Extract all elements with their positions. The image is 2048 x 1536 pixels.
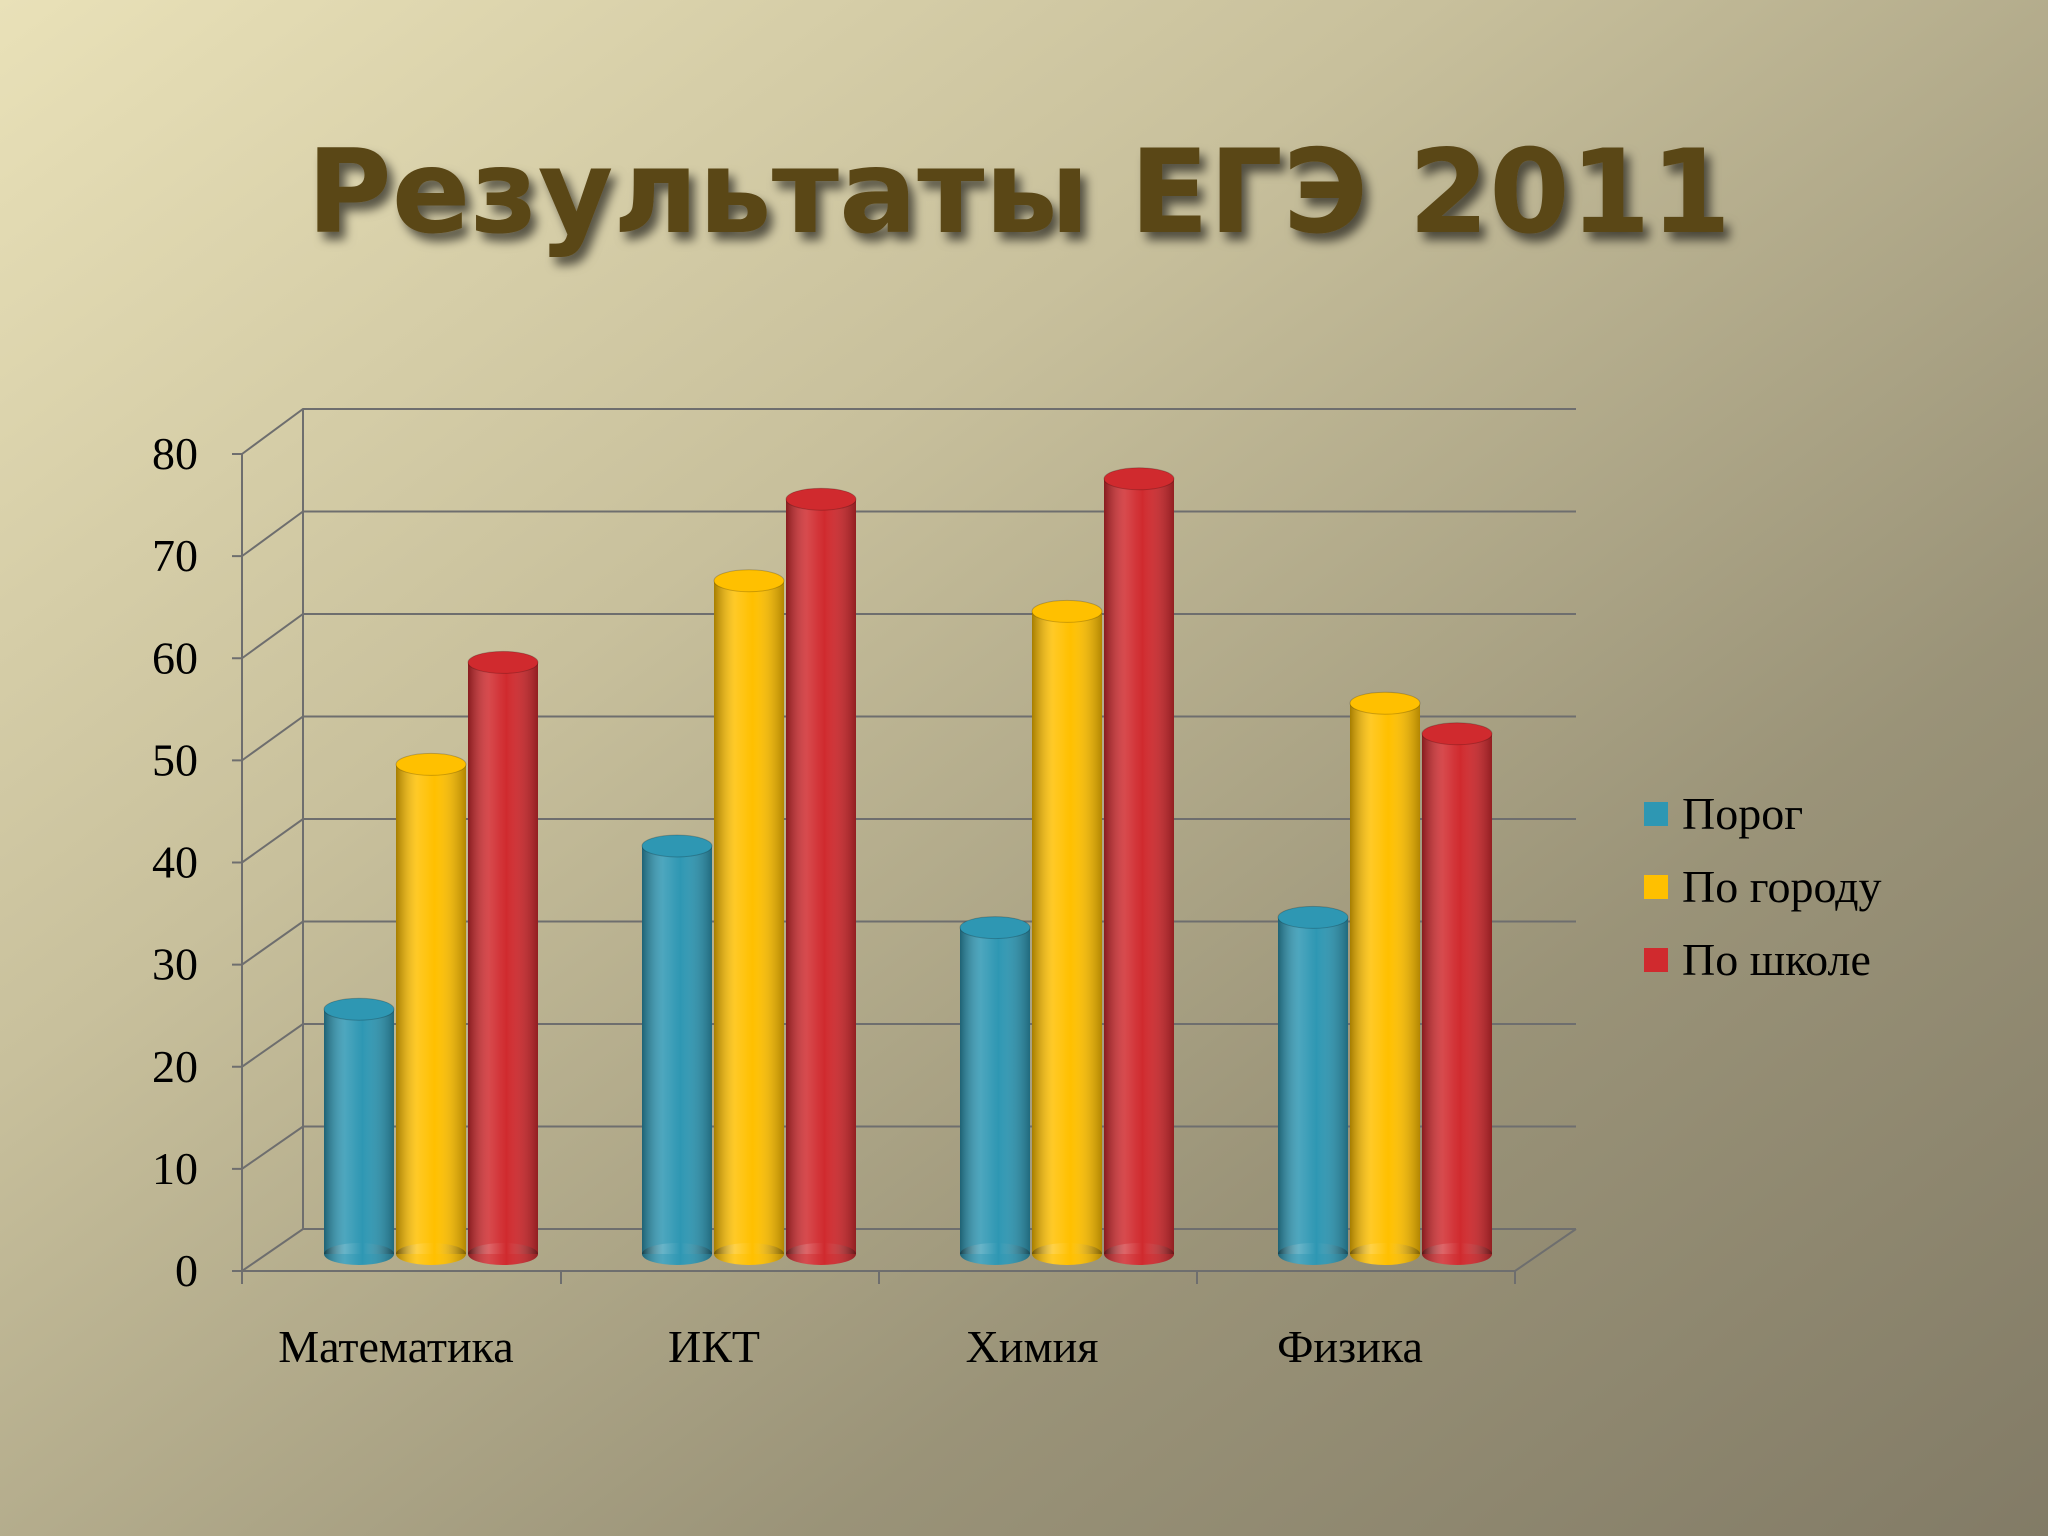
- cylinder: [395, 752, 467, 1265]
- cylinder-top: [1421, 722, 1493, 746]
- cylinder-top: [959, 916, 1031, 940]
- y-tick-label: 0: [175, 1245, 198, 1296]
- cylinder-top: [395, 752, 467, 776]
- bar-shade: [396, 764, 466, 1254]
- y-tick-label: 80: [152, 428, 198, 479]
- cylinder-top: [713, 569, 785, 593]
- legend-label: Порог: [1682, 788, 1803, 839]
- x-tick-label: Физика: [1277, 1321, 1423, 1372]
- bar-shade: [1032, 611, 1102, 1254]
- y-tick-label: 60: [152, 632, 198, 683]
- floor-edge: [1514, 1228, 1577, 1272]
- cylinder-top: [323, 997, 395, 1021]
- cylinder: [1277, 905, 1349, 1265]
- legend-label: По школе: [1682, 934, 1871, 985]
- cylinder: [1031, 599, 1103, 1265]
- y-tick-label: 20: [152, 1041, 198, 1092]
- bar-shade: [468, 662, 538, 1254]
- cylinder-top: [1031, 599, 1103, 623]
- bar-shade: [1422, 733, 1492, 1254]
- cylinder-top: [467, 650, 539, 674]
- cylinder: [785, 487, 857, 1265]
- bar-shade: [1104, 478, 1174, 1254]
- cylinder: [1103, 467, 1175, 1265]
- bar-shade: [1350, 703, 1420, 1254]
- cylinder-top: [1277, 905, 1349, 929]
- legend-swatch: [1644, 802, 1668, 826]
- bar-shade: [1278, 917, 1348, 1254]
- cylinder: [959, 916, 1031, 1265]
- cylinder-top: [785, 487, 857, 511]
- bar-shade: [786, 499, 856, 1254]
- legend-label: По городу: [1682, 861, 1882, 912]
- y-tick-label: 40: [152, 837, 198, 888]
- bar-shade: [642, 846, 712, 1254]
- legend-swatch: [1644, 948, 1668, 972]
- cylinder: [641, 834, 713, 1265]
- cylinder-top: [1349, 691, 1421, 715]
- cylinder-top: [641, 834, 713, 858]
- legend-swatch: [1644, 875, 1668, 899]
- cylinder: [713, 569, 785, 1265]
- bar-shade: [324, 1009, 394, 1254]
- grid-line: [241, 408, 1576, 455]
- cylinder: [1421, 722, 1493, 1265]
- cylinder: [323, 997, 395, 1265]
- cylinder: [1349, 691, 1421, 1265]
- y-tick-label: 50: [152, 734, 198, 785]
- y-tick-label: 70: [152, 530, 198, 581]
- y-tick-label: 10: [152, 1143, 198, 1194]
- x-tick-label: Математика: [278, 1321, 513, 1372]
- bar-shade: [714, 580, 784, 1254]
- cylinder: [467, 650, 539, 1265]
- cylinder-top: [1103, 467, 1175, 491]
- slide-title: Результаты ЕГЭ 2011: [307, 125, 1732, 260]
- bar-shade: [960, 927, 1030, 1254]
- x-tick-label: Химия: [966, 1321, 1099, 1372]
- y-tick-label: 30: [152, 939, 198, 990]
- x-tick-label: ИКТ: [668, 1321, 760, 1372]
